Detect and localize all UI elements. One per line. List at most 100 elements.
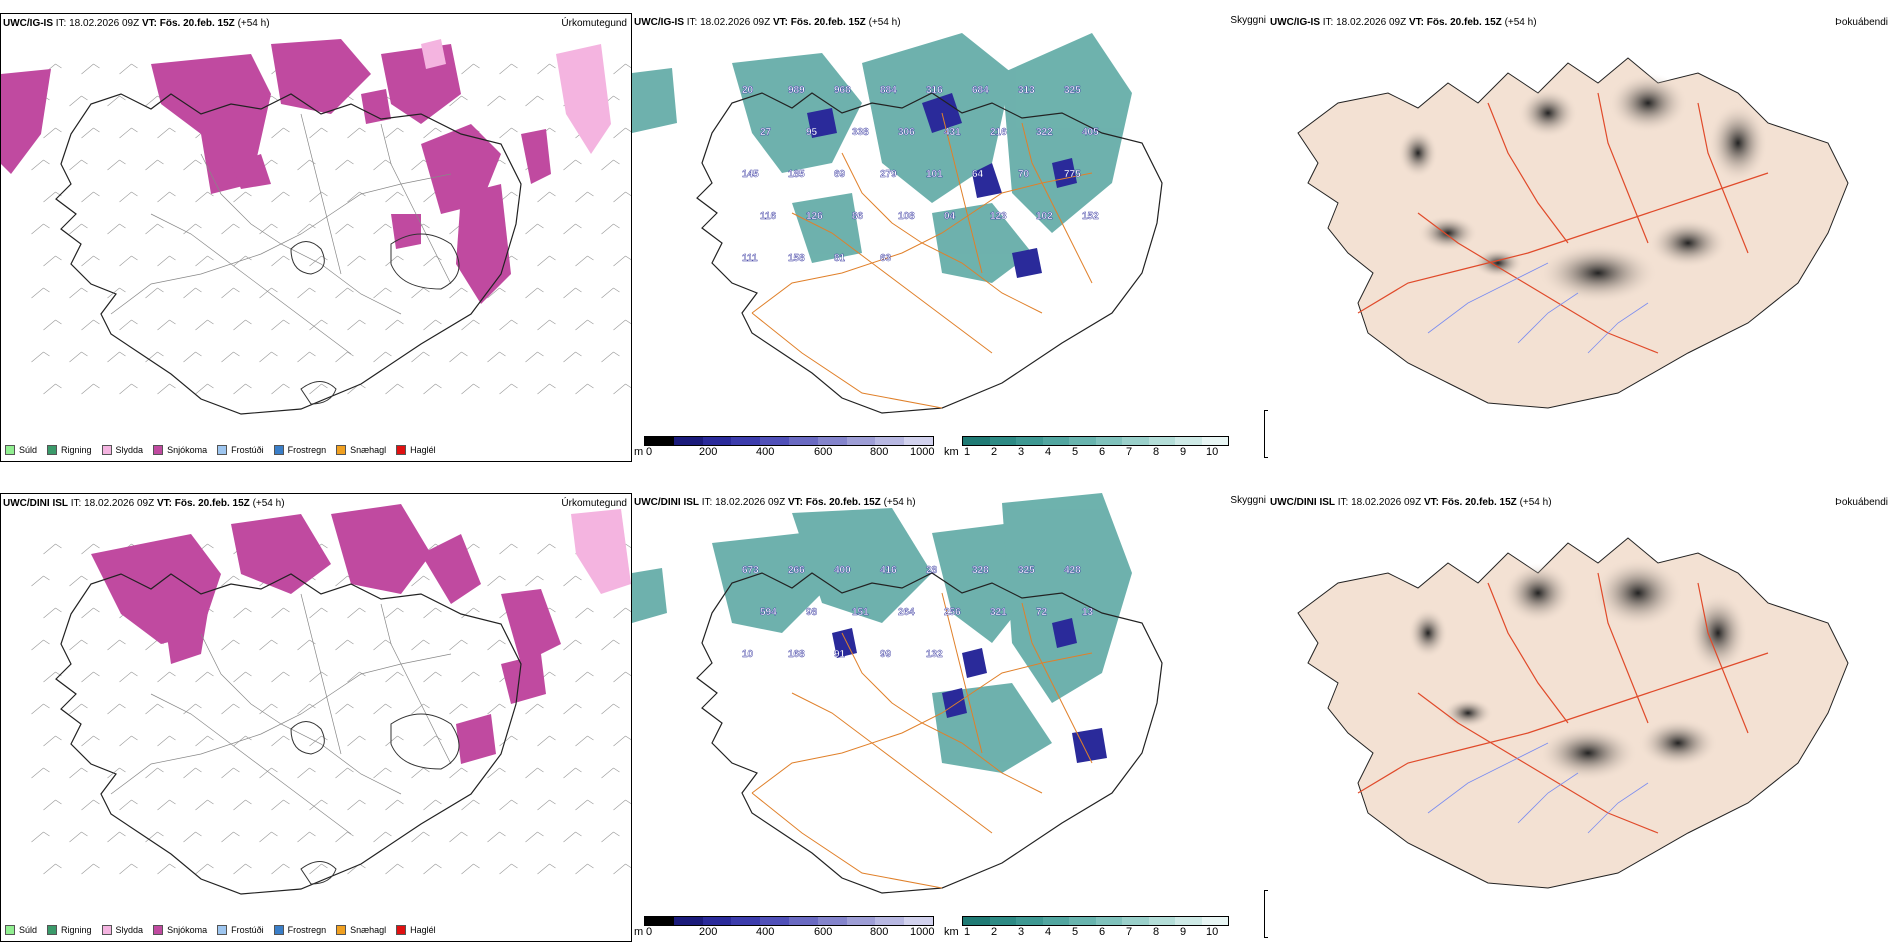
wind-barb <box>613 799 631 811</box>
fog-shading <box>1398 73 1768 303</box>
cloud-panel-2: UWC/DINI ISL IT: 18.02.2026 09Z VT: Fös.… <box>632 493 1268 942</box>
cloud-base-label: 111 <box>742 253 758 264</box>
wind-barb <box>43 383 62 395</box>
rivers <box>1427 262 1649 354</box>
wind-barb <box>525 287 544 299</box>
wind-barb <box>499 735 518 747</box>
legend-item: Rigning <box>47 445 92 455</box>
wind-barb <box>335 703 354 715</box>
wind-barb <box>145 703 164 715</box>
wind-barb <box>385 255 404 267</box>
cloud-base-labels: 20 989 968 884 316 684 313 325 27 95 338 306 431 216 3… <box>742 85 1100 264</box>
wind-barb <box>31 703 50 715</box>
wind-barb <box>423 383 442 395</box>
wind-barb <box>107 287 126 299</box>
wind-barb <box>31 831 50 843</box>
cloud-base-label: 400 <box>834 565 851 576</box>
cloud-base-label: 81 <box>834 253 846 264</box>
cloud-base-label: 405 <box>1082 127 1099 138</box>
cloud-base-label: 95 <box>806 127 818 138</box>
wind-barb <box>563 159 582 171</box>
wind-barb <box>613 191 631 203</box>
swatch <box>396 925 407 935</box>
row2-header: UWC/DINI ISL IT: 18.02.2026 09Z VT: Fös.… <box>3 498 285 509</box>
wind-barb <box>81 255 100 267</box>
wind-barb <box>601 639 620 651</box>
legend-item: Snæhagl <box>336 925 386 935</box>
wind-barb <box>347 671 366 683</box>
legend-item: Frostregn <box>273 445 326 455</box>
wind-barb <box>259 703 278 715</box>
wind-barb <box>119 255 138 267</box>
wind-barb <box>309 799 328 811</box>
swatch <box>217 925 228 935</box>
cloud-base-label: 968 <box>834 85 851 96</box>
iceland-fog-map-1 <box>1297 57 1849 409</box>
wind-barb <box>297 223 316 235</box>
roads <box>1357 572 1769 834</box>
wind-barb <box>499 383 518 395</box>
wind-barb <box>81 191 100 203</box>
wind-barb <box>157 191 176 203</box>
land-fill <box>1297 537 1849 889</box>
wind-barb <box>195 863 214 875</box>
wind-barb <box>81 543 100 555</box>
wind-barb <box>575 799 594 811</box>
wind-barb <box>537 799 556 811</box>
wind-barb <box>145 223 164 235</box>
swatch <box>396 445 407 455</box>
snow-areas <box>91 504 561 764</box>
wind-barb <box>81 671 100 683</box>
wind-barb <box>537 63 556 75</box>
wind-barb <box>487 287 506 299</box>
wind-barb <box>499 863 518 875</box>
wind-barb <box>347 255 366 267</box>
wind-barb <box>119 735 138 747</box>
cloud-base-label: 86 <box>852 211 864 222</box>
road-network <box>751 112 1093 409</box>
wind-barb <box>107 703 126 715</box>
wind-barb <box>563 223 582 235</box>
wind-barb <box>233 671 252 683</box>
wind-barb <box>449 287 468 299</box>
wind-barb <box>385 735 404 747</box>
wind-barb <box>613 127 631 139</box>
wind-barb <box>297 159 316 171</box>
wind-barb <box>119 127 138 139</box>
wind-barb <box>271 607 290 619</box>
cloud-base-label: 126 <box>806 211 823 222</box>
road-network <box>110 113 452 355</box>
wind-barb <box>31 287 50 299</box>
precip-panel-2: UWC/DINI ISL IT: 18.02.2026 09Z VT: Fös.… <box>0 493 632 942</box>
wind-barb <box>119 671 138 683</box>
wind-barb <box>385 863 404 875</box>
wind-barb <box>309 191 328 203</box>
cloud-base-label: 116 <box>760 211 777 222</box>
legend-item: Súld <box>5 925 37 935</box>
cloud-base-label: 775 <box>1064 169 1081 180</box>
wind-barb <box>347 799 366 811</box>
wind-barb <box>347 319 366 331</box>
wind-barb <box>119 383 138 395</box>
row1-header: UWC/IG-IS IT: 18.02.2026 09Z VT: Fös. 20… <box>1270 17 1537 28</box>
wind-barb <box>309 383 328 395</box>
coastline <box>55 93 522 415</box>
iceland-cloud-map-1: 20 989 968 884 316 684 313 325 27 95 338 306 431 216 3… <box>632 33 1163 414</box>
cloud-base-label: 72 <box>1036 607 1048 618</box>
wind-barb <box>145 831 164 843</box>
iceland-fog-map-2 <box>1297 537 1849 889</box>
wind-barb <box>449 95 468 107</box>
swatch <box>273 925 284 935</box>
wind-barb <box>563 575 582 587</box>
row1-header: UWC/IG-IS IT: 18.02.2026 09Z VT: Fös. 20… <box>3 18 270 29</box>
wind-barb <box>411 703 430 715</box>
legend-item: Frostúði <box>217 445 264 455</box>
legend-item: Frostúði <box>217 925 264 935</box>
cloud-base-label: 989 <box>788 85 805 96</box>
wind-barb <box>271 127 290 139</box>
wind-barb <box>423 863 442 875</box>
wind-barb <box>107 351 126 363</box>
wind-barb <box>157 671 176 683</box>
wind-barb <box>81 799 100 811</box>
cloud-base-label: 264 <box>898 607 915 618</box>
